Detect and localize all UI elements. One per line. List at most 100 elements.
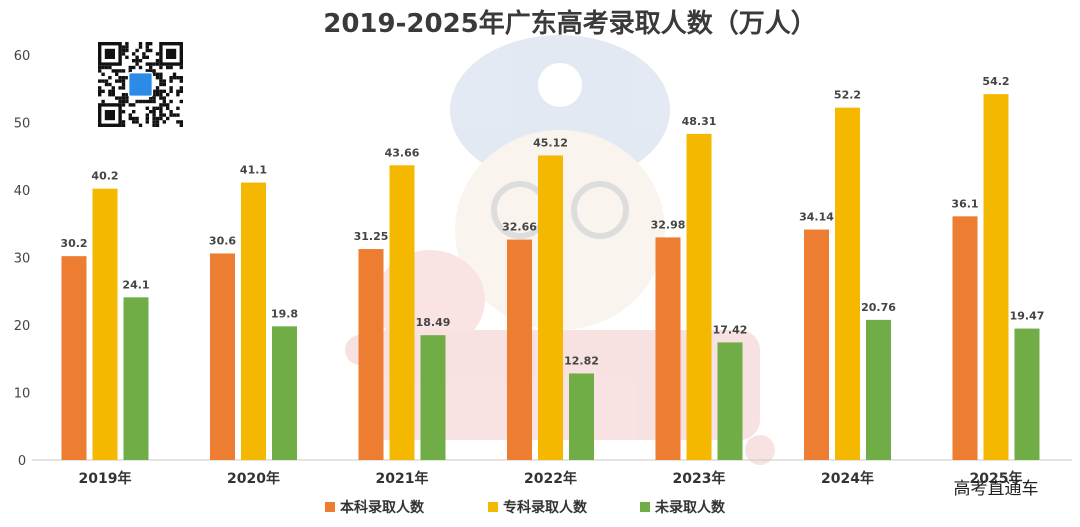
qr-module (132, 103, 136, 107)
qr-module (128, 113, 132, 117)
legend-label: 专科录取人数 (503, 499, 588, 516)
qr-module (159, 65, 163, 70)
bar-1-7 (952, 216, 978, 460)
qr-module (132, 52, 136, 56)
data-label: 36.1 (951, 197, 978, 210)
qr-module (135, 59, 139, 63)
qr-module (135, 99, 139, 104)
qr-module (101, 99, 105, 104)
qr-module (118, 86, 122, 90)
qr-module (152, 72, 156, 76)
qr-module (121, 86, 126, 90)
qr-module (149, 99, 153, 104)
qr-module (98, 93, 102, 97)
qr-module (135, 116, 139, 121)
qr-module (142, 52, 146, 56)
qr-module (111, 86, 115, 90)
qr-module (125, 45, 129, 49)
y-tick-label: 20 (14, 319, 31, 334)
x-tick-label: 2025年 (970, 470, 1023, 487)
bar-1-1 (61, 256, 87, 460)
qr-module (166, 116, 170, 121)
qr-module (108, 93, 112, 97)
data-label: 34.14 (799, 211, 834, 224)
qr-module (121, 93, 126, 97)
qr-module (138, 123, 143, 127)
qr-module (145, 113, 149, 117)
y-tick-label: 40 (14, 184, 31, 199)
qr-module (149, 110, 153, 114)
bar-3-3 (420, 335, 446, 460)
qr-module (118, 96, 122, 100)
qr-module (121, 76, 126, 80)
qr-module (132, 59, 136, 63)
x-axis: 2019年 2020年 2021年 2022年 2023年 2024年 2025年 (79, 470, 1023, 487)
data-label: 19.8 (271, 307, 298, 320)
qr-module (121, 103, 126, 107)
qr-module (179, 99, 183, 104)
qr-module (176, 106, 180, 110)
qr-module (145, 120, 149, 124)
qr-module (155, 123, 160, 127)
qr-module (115, 79, 119, 83)
qr-module (169, 99, 173, 104)
qr-module (145, 45, 149, 49)
qr-module (169, 79, 173, 83)
qr-module (108, 76, 112, 80)
qr-code-icon (95, 39, 186, 130)
qr-module (111, 69, 115, 73)
qr-module (155, 106, 160, 110)
x-tick-label: 2020年 (227, 470, 280, 487)
data-label: 32.66 (502, 221, 537, 234)
bar-2-4 (538, 155, 563, 460)
qr-module (155, 93, 160, 97)
qr-module (159, 72, 163, 76)
qr-module (145, 55, 149, 59)
qr-module (152, 93, 156, 97)
qr-module (128, 103, 132, 107)
qr-finder-core (104, 48, 115, 59)
legend-swatch (640, 502, 650, 512)
qr-module (172, 76, 177, 80)
bar-2-2 (241, 182, 266, 460)
qr-module (152, 89, 156, 93)
qr-module (162, 103, 166, 107)
qr-module (149, 48, 153, 53)
qr-module (152, 120, 156, 124)
qr-module (166, 103, 170, 107)
x-tick-label: 2022年 (524, 470, 577, 487)
qr-module (132, 120, 136, 124)
qr-module (125, 76, 129, 80)
qr-module (145, 69, 149, 73)
qr-module (159, 79, 163, 83)
legend-swatch (325, 502, 335, 512)
qr-module (162, 120, 166, 124)
qr-module (155, 89, 160, 93)
y-tick-label: 0 (18, 454, 26, 469)
qr-module (135, 48, 139, 53)
data-label: 17.42 (713, 323, 748, 336)
data-label: 24.1 (122, 278, 149, 291)
qr-module (98, 89, 102, 93)
qr-module (152, 113, 156, 117)
qr-module (169, 76, 173, 80)
qr-module (125, 93, 129, 97)
qr-module (111, 89, 115, 93)
qr-module (155, 52, 160, 56)
qr-module (132, 110, 136, 114)
qr-module (115, 96, 119, 100)
qr-module (152, 69, 156, 73)
qr-module (172, 113, 177, 117)
qr-module (155, 86, 160, 90)
qr-module (159, 96, 163, 100)
bar-2-7 (983, 94, 1009, 461)
bar-2-1 (92, 188, 118, 460)
qr-module (162, 96, 166, 100)
qr-module (166, 93, 170, 97)
qr-module (155, 76, 160, 80)
x-tick-label: 2019年 (79, 470, 132, 487)
qr-module (118, 99, 122, 104)
qr-module (152, 99, 156, 104)
data-label: 43.66 (385, 146, 420, 159)
qr-module (159, 110, 163, 114)
